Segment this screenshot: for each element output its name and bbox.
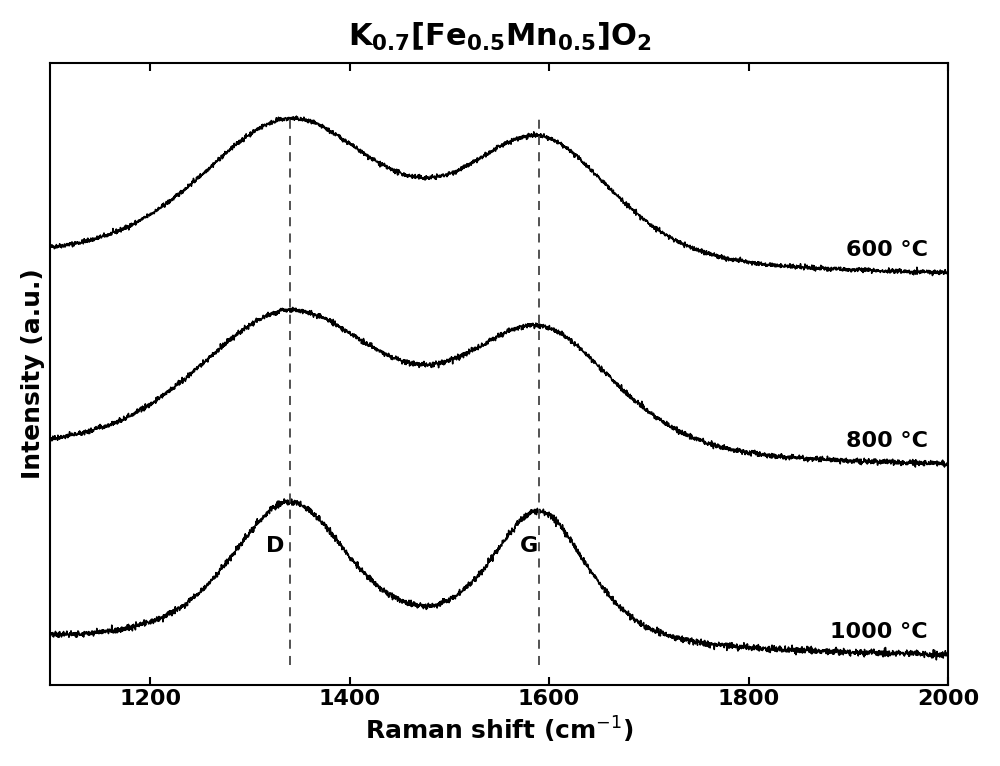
- Title: $\mathbf{K_{0.7}[Fe_{0.5}Mn_{0.5}]O_2}$: $\mathbf{K_{0.7}[Fe_{0.5}Mn_{0.5}]O_2}$: [348, 21, 651, 53]
- X-axis label: Raman shift (cm$^{-1}$): Raman shift (cm$^{-1}$): [365, 715, 634, 745]
- Text: D: D: [266, 536, 284, 556]
- Text: 800 °C: 800 °C: [846, 431, 928, 451]
- Text: 1000 °C: 1000 °C: [830, 623, 928, 643]
- Text: 600 °C: 600 °C: [846, 240, 928, 260]
- Y-axis label: Intensity (a.u.): Intensity (a.u.): [21, 268, 45, 479]
- Text: G: G: [520, 536, 538, 556]
